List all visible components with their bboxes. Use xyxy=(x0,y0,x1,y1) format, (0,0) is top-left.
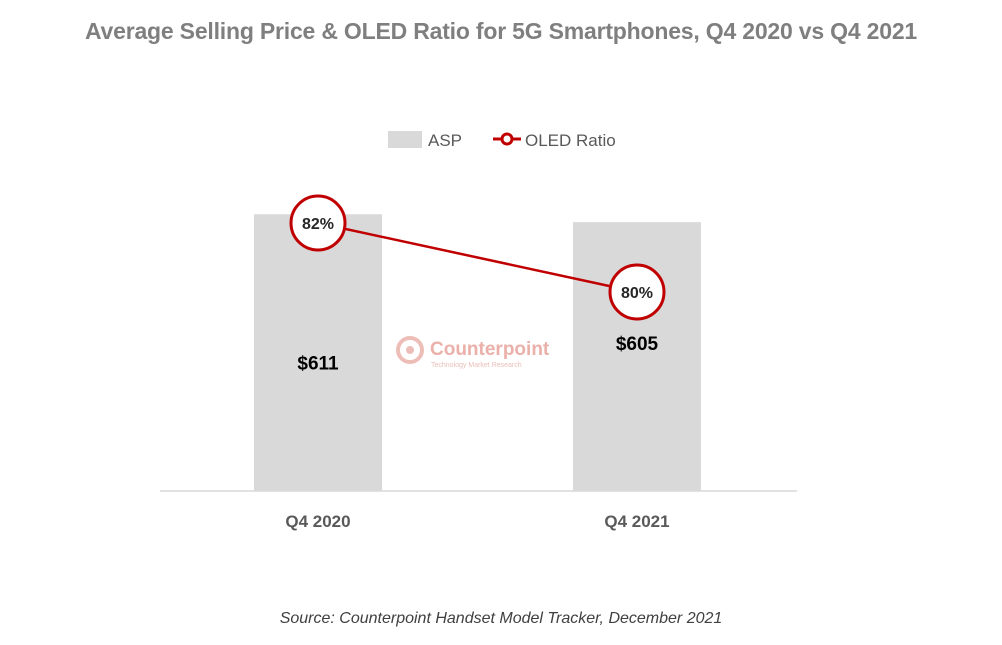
x-tick-label: Q4 2021 xyxy=(604,512,669,531)
legend-oled-marker xyxy=(500,132,514,146)
oled-ratio-label: 80% xyxy=(621,285,653,302)
legend-oled-label: OLED Ratio xyxy=(525,131,616,150)
watermark-name: Counterpoint xyxy=(430,339,550,360)
oled-ratio-marker xyxy=(608,263,666,321)
watermark-logo-icon xyxy=(396,336,424,364)
bar-value-labels: $611 $605 xyxy=(297,334,658,374)
x-tick-labels: Q4 2020 Q4 2021 xyxy=(285,512,669,531)
asp-value-label: $605 xyxy=(616,334,659,355)
oled-ratio-marker xyxy=(289,194,347,252)
watermark-logo-dot-icon xyxy=(406,346,414,354)
legend-asp-swatch xyxy=(388,131,422,148)
watermark: Counterpoint Technology Market Research xyxy=(396,336,550,369)
watermark-sub: Technology Market Research xyxy=(431,362,522,369)
oled-ratio-label: 82% xyxy=(302,216,334,233)
legend: ASP OLED Ratio xyxy=(388,131,616,150)
oled-ratio-line xyxy=(317,221,638,294)
x-tick-label: Q4 2020 xyxy=(285,512,350,531)
asp-value-label: $611 xyxy=(297,353,339,374)
source-note: Source: Counterpoint Handset Model Track… xyxy=(279,610,723,627)
asp-bar-1 xyxy=(254,214,382,491)
chart-title: Average Selling Price & OLED Ratio for 5… xyxy=(84,18,918,44)
asp-bar-2 xyxy=(573,222,701,491)
legend-asp-label: ASP xyxy=(428,131,462,150)
bar-group xyxy=(254,214,701,491)
oled-ratio-series: 82% 80% xyxy=(289,194,666,321)
